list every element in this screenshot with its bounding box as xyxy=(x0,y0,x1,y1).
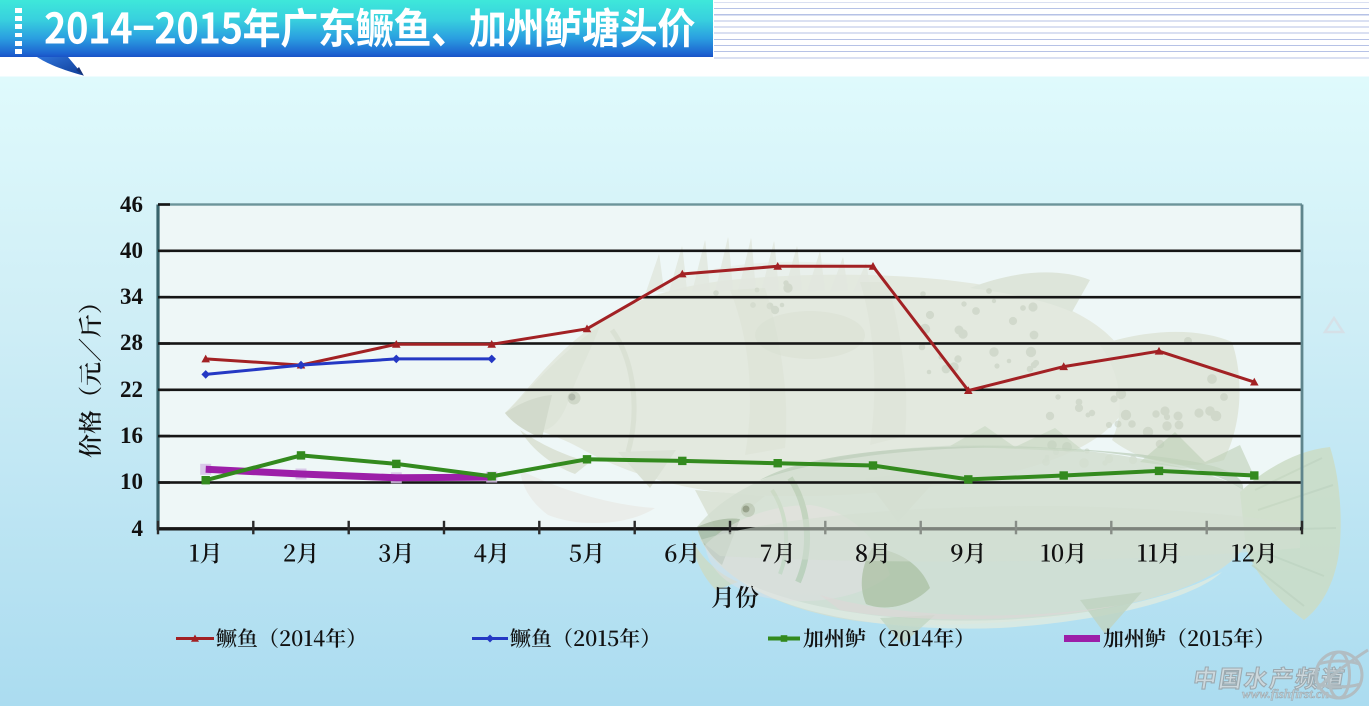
svg-text:www.fishfirst.cn: www.fishfirst.cn xyxy=(1242,686,1329,701)
